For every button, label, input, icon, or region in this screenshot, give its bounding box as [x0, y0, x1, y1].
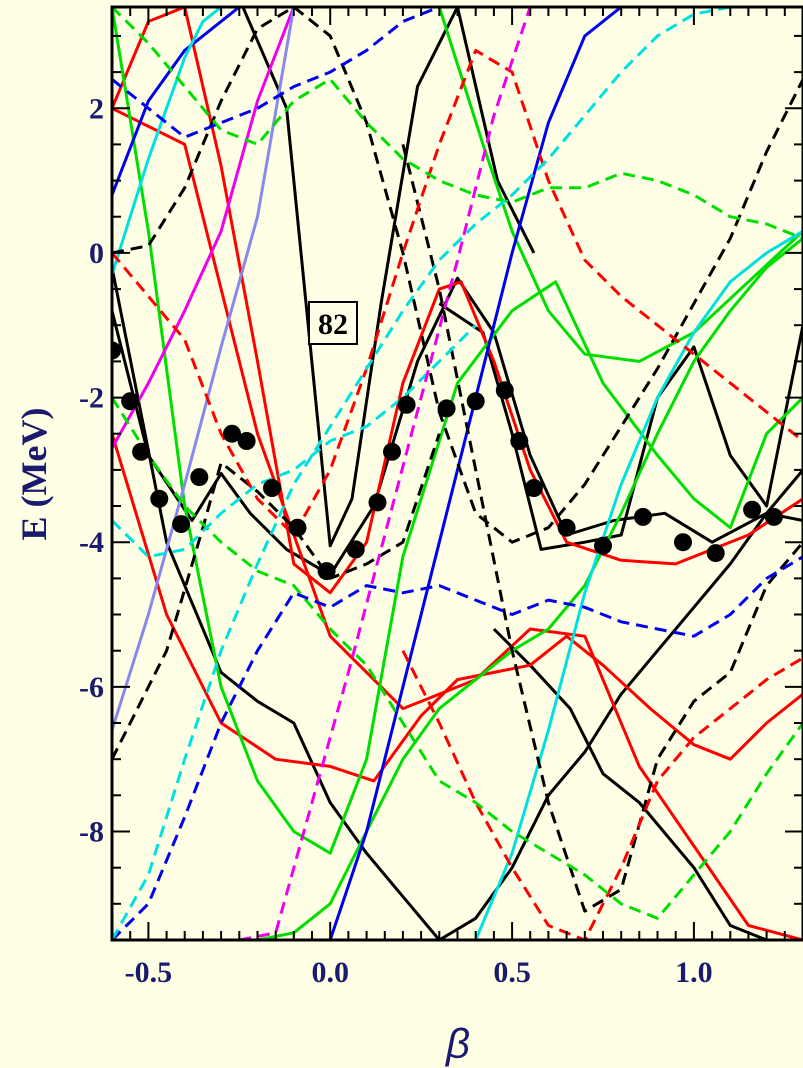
tick-layer — [111, 7, 803, 941]
data-point — [132, 442, 151, 461]
series-line-2 — [241, 7, 536, 548]
series-line-26 — [112, 7, 440, 139]
data-point — [706, 544, 725, 563]
data-point — [594, 536, 612, 555]
series-line-5 — [492, 627, 803, 940]
data-point — [150, 489, 169, 508]
x-tick-label: 1.0 — [675, 956, 713, 989]
series-line-27 — [112, 7, 731, 940]
data-point — [263, 479, 281, 497]
series-layer — [112, 7, 803, 940]
x-tick-label: -0.5 — [125, 956, 173, 989]
data-point — [764, 507, 783, 526]
series-line-23 — [112, 396, 803, 920]
data-point — [223, 424, 241, 443]
data-point — [634, 507, 652, 526]
series-line-1 — [112, 276, 803, 577]
y-tick-label: -8 — [79, 816, 104, 849]
points-layer — [112, 341, 783, 581]
data-point — [510, 432, 529, 450]
x-axis-title: β — [444, 1020, 470, 1067]
series-line-25 — [112, 555, 803, 940]
data-point — [524, 479, 543, 497]
y-tick-label: -4 — [79, 526, 104, 559]
series-line-4 — [112, 267, 803, 940]
series-line-20 — [401, 144, 803, 913]
series-line-7 — [112, 433, 803, 783]
series-line-18 — [112, 7, 803, 544]
series-line-12 — [112, 7, 276, 196]
data-point — [397, 395, 416, 414]
data-point — [383, 442, 401, 461]
series-line-28 — [112, 324, 477, 559]
data-point — [437, 399, 456, 418]
x-tick-labels: -0.5 0.0 0.5 1.0 — [125, 956, 713, 989]
annotation-box: 82 — [308, 301, 358, 345]
data-point — [190, 468, 209, 487]
series-line-8 — [112, 106, 803, 940]
y-tick-label: 2 — [89, 92, 104, 125]
series-line-15 — [112, 7, 223, 276]
y-tick-label: -6 — [79, 671, 104, 704]
y-tick-label: 0 — [89, 237, 104, 270]
series-line-11 — [437, 7, 803, 363]
data-point — [557, 518, 576, 537]
annotation-label: 82 — [318, 308, 348, 341]
data-point — [112, 341, 121, 360]
series-line-17 — [112, 7, 296, 731]
series-line-21 — [112, 48, 803, 537]
series-line-16 — [112, 7, 296, 449]
data-point — [346, 540, 365, 559]
data-point — [743, 500, 762, 519]
data-point — [288, 518, 307, 537]
data-point — [237, 432, 256, 450]
x-tick-label: 0.5 — [493, 956, 531, 989]
y-tick-labels: 2 0 -2 -4 -6 -8 — [79, 92, 104, 848]
y-axis-title: E (MeV) — [14, 408, 54, 541]
series-line-6 — [112, 7, 803, 595]
series-line-24 — [112, 7, 803, 240]
series-line-3 — [438, 302, 803, 551]
series-line-10 — [257, 237, 803, 940]
data-point — [172, 515, 191, 534]
series-line-29 — [239, 7, 532, 940]
y-tick-label: -2 — [79, 382, 104, 415]
series-line-19 — [112, 433, 441, 760]
data-point — [495, 381, 514, 400]
series-line-14 — [474, 229, 803, 940]
data-point — [674, 533, 692, 552]
series-line-9 — [112, 7, 803, 855]
data-point — [466, 392, 485, 411]
data-point — [368, 493, 387, 512]
data-point — [317, 562, 336, 581]
x-tick-label: 0.0 — [311, 956, 349, 989]
data-point — [121, 392, 140, 411]
series-line-22 — [401, 650, 803, 940]
